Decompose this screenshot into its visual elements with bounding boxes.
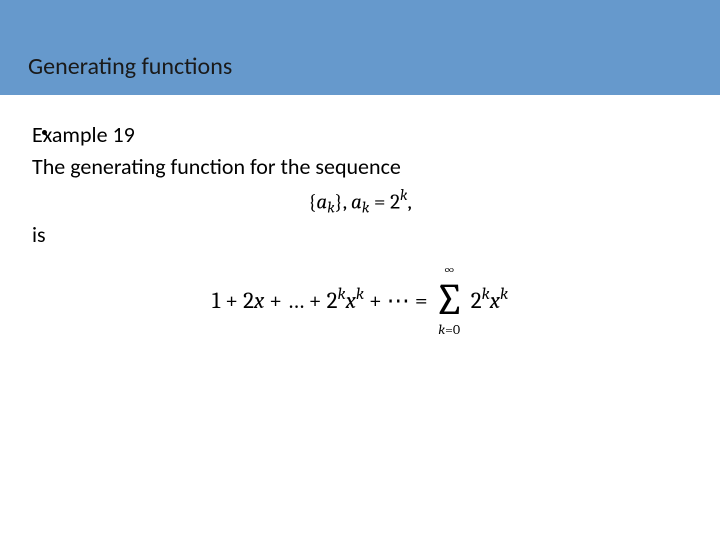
seq-var2: a xyxy=(351,190,362,214)
summation: ∞ ∑ k=0 xyxy=(434,263,465,337)
example-label: Example 19 xyxy=(32,121,135,148)
connector-is: is xyxy=(32,219,688,251)
eq-sign: = xyxy=(369,190,390,214)
slide-header: Generating functions xyxy=(0,0,720,95)
bullet-icon xyxy=(42,130,47,135)
plus-2: + xyxy=(264,287,287,314)
coeff-2: 2 xyxy=(243,287,254,314)
sum-lower-eq: = xyxy=(445,321,453,338)
example-heading: Example 19 xyxy=(32,119,688,151)
generating-function-equation: 1 + 2x + … + 2kxk + ⋯ = ∞ ∑ k=0 2kxk xyxy=(32,263,688,337)
rhs-base: 2 xyxy=(471,287,482,314)
equals-sign: = xyxy=(415,287,428,314)
trail-comma: , xyxy=(407,190,411,214)
sequence-definition: {ak}, ak = 2k, xyxy=(32,185,688,219)
seq-sub: k xyxy=(327,198,334,216)
rhs-var: x xyxy=(490,287,500,314)
rhs-exp: k xyxy=(482,285,490,304)
rhs-var-exp: k xyxy=(500,285,508,304)
dots-1: … xyxy=(287,287,309,314)
term-exp: k xyxy=(337,285,345,304)
lhs-1: 1 xyxy=(212,287,220,314)
term-base: 2 xyxy=(327,287,338,314)
seq-var: a xyxy=(316,190,327,214)
var-x-1: x xyxy=(254,287,264,314)
close-brace: } xyxy=(335,190,343,214)
plus-1: + xyxy=(220,287,243,314)
term-var-exp: k xyxy=(356,285,364,304)
sum-lower: k=0 xyxy=(438,323,460,337)
sum-lower-val: 0 xyxy=(453,321,460,338)
term-var: x xyxy=(346,287,356,314)
base-2: 2 xyxy=(390,190,400,214)
plus-3: + xyxy=(309,287,327,314)
intro-sentence: The generating function for the sequence xyxy=(32,151,688,183)
plus-cdots: + ⋯ xyxy=(364,287,415,314)
sep: , xyxy=(343,190,351,214)
slide-body: Example 19 The generating function for t… xyxy=(0,95,720,337)
sigma-icon: ∑ xyxy=(434,277,465,323)
slide-title: Generating functions xyxy=(28,52,232,81)
